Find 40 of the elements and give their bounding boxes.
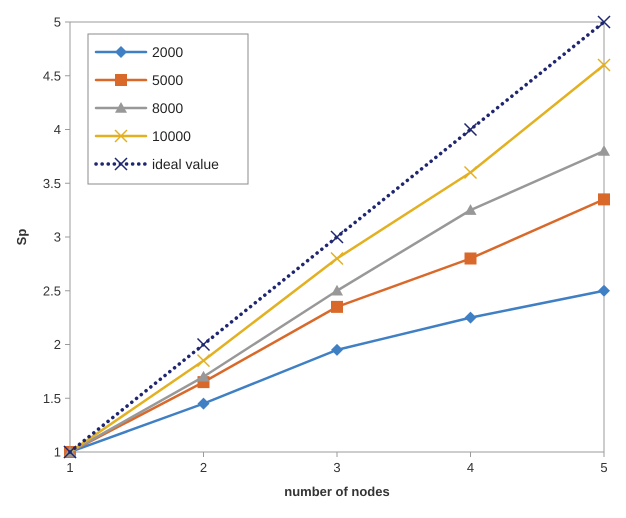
- y-tick-label: 2: [54, 337, 61, 352]
- x-tick-label: 5: [600, 460, 608, 475]
- x-tick-label: 3: [333, 460, 341, 475]
- point: [464, 312, 476, 324]
- point: [331, 284, 343, 296]
- point: [598, 145, 610, 156]
- x-axis-title: number of nodes: [284, 484, 390, 499]
- legend-label: 8000: [152, 100, 184, 116]
- y-tick-label: 5: [54, 14, 61, 30]
- y-tick-label: 3.5: [42, 176, 61, 191]
- point: [597, 58, 611, 72]
- y-tick-label: 4: [54, 122, 61, 137]
- x-tick-label: 4: [466, 460, 474, 475]
- point: [331, 300, 343, 313]
- point: [597, 15, 611, 29]
- point: [464, 122, 478, 136]
- legend-label: 2000: [152, 44, 184, 60]
- point: [331, 344, 343, 356]
- point: [598, 284, 610, 297]
- x-tick-label: 2: [200, 460, 208, 475]
- y-axis-title: Sp: [14, 228, 29, 246]
- point: [464, 166, 478, 180]
- legend-label: ideal value: [152, 156, 220, 172]
- legend-label: 5000: [152, 72, 184, 88]
- y-tick-label: 2.5: [42, 283, 61, 298]
- y-tick-label: 3: [54, 230, 61, 244]
- y-tick-label: 4.5: [42, 68, 61, 84]
- point: [464, 204, 476, 215]
- point: [198, 370, 210, 382]
- y-tick-label: 1.5: [42, 390, 61, 406]
- point: [330, 252, 344, 266]
- point: [196, 338, 210, 352]
- y-tick-label: 1: [54, 444, 61, 460]
- point: [464, 252, 476, 264]
- legend-label: 10000: [152, 128, 192, 144]
- point: [330, 230, 344, 244]
- point: [598, 193, 610, 206]
- x-tick-label: 1: [66, 460, 74, 475]
- point: [196, 354, 210, 368]
- point: [198, 398, 210, 410]
